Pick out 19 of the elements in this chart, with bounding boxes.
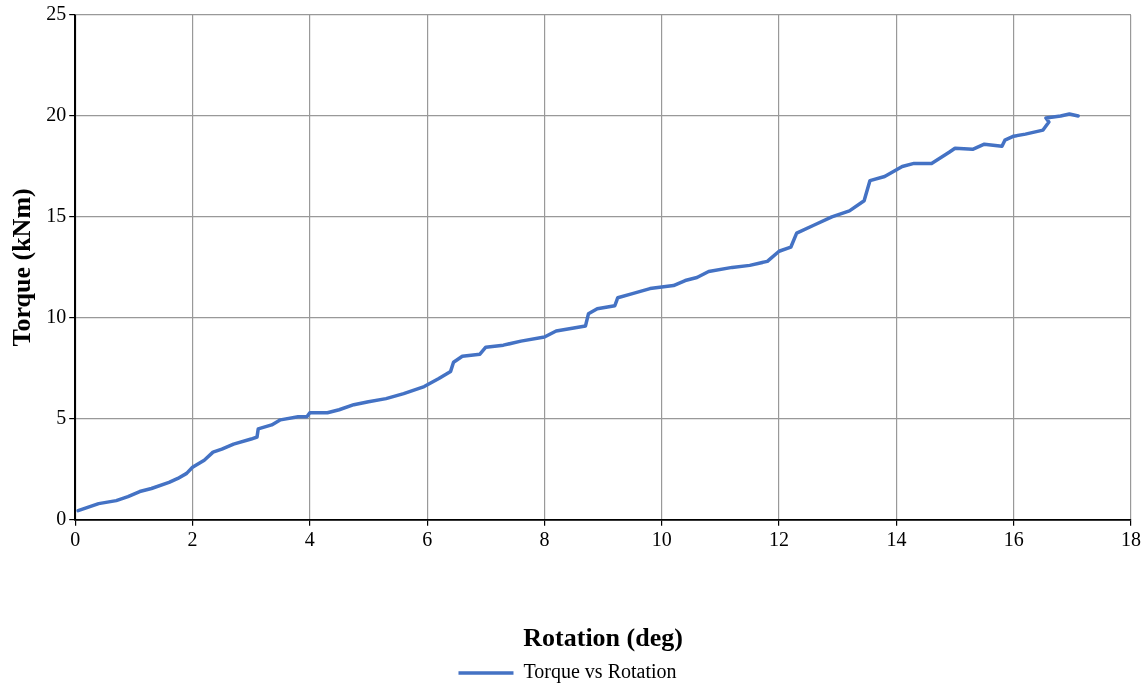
x-tick-label: 2 — [187, 528, 198, 551]
x-axis-title: Rotation (deg) — [523, 623, 683, 653]
x-tick-label: 18 — [1121, 528, 1141, 551]
y-tick-label: 20 — [46, 103, 67, 126]
y-tick-label: 15 — [46, 204, 67, 227]
y-tick-label: 5 — [56, 406, 67, 429]
x-tick-label: 16 — [1003, 528, 1024, 551]
x-tick-label: 8 — [539, 528, 550, 551]
y-tick-label: 25 — [46, 2, 67, 25]
y-tick-label: 10 — [46, 305, 67, 328]
legend-label: Torque vs Rotation — [523, 660, 677, 684]
x-tick-label: 14 — [886, 528, 907, 551]
x-tick-label: 6 — [422, 528, 433, 551]
x-tick-label: 0 — [70, 528, 81, 551]
x-tick-label: 4 — [304, 528, 315, 551]
y-axis-title: Torque (kNm) — [7, 188, 37, 347]
y-tick-label: 0 — [56, 507, 67, 530]
x-tick-label: 10 — [651, 528, 672, 551]
x-tick-label: 12 — [769, 528, 790, 551]
